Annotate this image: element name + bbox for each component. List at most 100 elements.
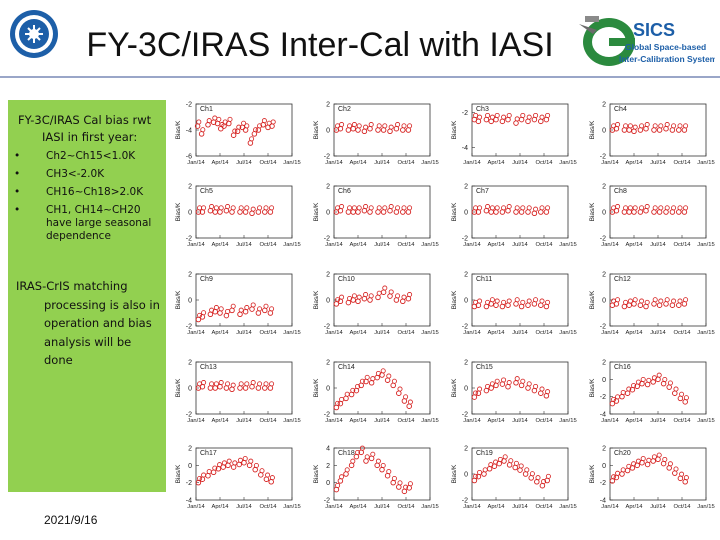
y-tick-label: 2 [188, 272, 192, 279]
data-point [370, 451, 376, 457]
y-tick-label: -4 [462, 145, 468, 152]
data-point [671, 123, 677, 129]
data-point [506, 380, 512, 386]
y-tick-label: -2 [324, 324, 330, 331]
data-point [407, 205, 413, 211]
data-point [477, 469, 483, 475]
panel-title: Ch18 [338, 450, 355, 457]
data-point [664, 205, 670, 211]
data-point [494, 298, 500, 304]
y-tick-label: 0 [602, 210, 606, 217]
bullet-text: Ch2~Ch15<1.0K [46, 150, 136, 162]
x-tick-label: Oct/14 [673, 418, 691, 424]
y-tick-label: -2 [324, 498, 330, 505]
data-point [388, 204, 394, 210]
data-point [545, 205, 551, 211]
y-axis-label: Bias/K [451, 120, 458, 139]
data-point [221, 460, 227, 466]
data-point [213, 381, 219, 387]
y-axis-label: Bias/K [589, 378, 596, 397]
data-point [518, 463, 524, 469]
data-point [339, 122, 345, 128]
panel-frame [609, 185, 707, 239]
data-point [632, 205, 638, 211]
data-point [386, 373, 392, 379]
data-point [368, 293, 374, 299]
data-point [673, 386, 679, 392]
y-tick-label: 2 [602, 360, 606, 367]
y-axis-label: Bias/K [451, 464, 458, 483]
data-point [407, 123, 413, 129]
data-point [526, 205, 532, 211]
x-tick-label: Apr/14 [625, 418, 643, 424]
y-tick-label: -2 [324, 154, 330, 161]
x-tick-label: Jul/14 [650, 504, 666, 510]
x-tick-label: Jan/15 [283, 418, 300, 424]
y-tick-label: 2 [326, 463, 330, 470]
x-tick-label: Jan/14 [601, 504, 619, 510]
panel-title: Ch12 [614, 276, 631, 283]
x-tick-label: Jan/14 [463, 504, 481, 510]
data-point [250, 380, 256, 386]
data-point [535, 475, 541, 481]
y-tick-label: 2 [602, 446, 606, 453]
data-point [679, 391, 685, 397]
y-tick-label: 0 [464, 386, 468, 393]
data-point [639, 205, 645, 211]
data-point [485, 204, 491, 210]
data-point [218, 306, 224, 312]
data-point [506, 204, 512, 210]
data-point [489, 297, 495, 303]
data-point [640, 456, 646, 462]
data-point [514, 376, 520, 382]
x-tick-label: Jul/14 [650, 242, 666, 248]
x-tick-label: Jul/14 [236, 330, 252, 336]
y-tick-label: 0 [464, 210, 468, 217]
panel-title: Ch2 [338, 106, 351, 113]
data-point [376, 123, 382, 129]
gsics-tagline-1: Global Space-based [625, 42, 706, 52]
panel-title: Ch17 [200, 450, 217, 457]
data-point [197, 312, 203, 318]
data-point [376, 205, 382, 211]
data-point [269, 475, 275, 481]
data-point [253, 463, 259, 469]
x-tick-label: Apr/14 [349, 504, 367, 510]
data-point [347, 205, 353, 211]
data-point [615, 297, 621, 303]
x-tick-label: Apr/14 [349, 160, 367, 166]
data-point [250, 302, 256, 308]
data-point [241, 120, 247, 126]
data-point [386, 469, 392, 475]
data-point [230, 382, 236, 388]
x-tick-label: Oct/14 [397, 330, 415, 336]
x-tick-label: Oct/14 [673, 242, 691, 248]
data-point [644, 122, 650, 128]
x-tick-label: Jan/15 [697, 330, 714, 336]
data-point [244, 381, 250, 387]
y-axis-label: Bias/K [589, 290, 596, 309]
data-point [477, 386, 483, 392]
data-point [359, 378, 365, 384]
x-tick-label: Jan/14 [187, 418, 205, 424]
x-tick-label: Jan/14 [325, 160, 343, 166]
x-tick-label: Apr/14 [625, 504, 643, 510]
data-point [226, 458, 232, 464]
x-tick-label: Jul/14 [512, 504, 528, 510]
data-point [611, 396, 617, 402]
data-point [244, 305, 250, 311]
y-tick-label: 2 [326, 102, 330, 109]
y-tick-label: -4 [600, 412, 606, 419]
x-tick-label: Jul/14 [236, 418, 252, 424]
x-tick-label: Jan/15 [559, 160, 576, 166]
data-point [640, 377, 646, 383]
data-point [477, 205, 483, 211]
y-tick-label: -2 [462, 110, 468, 117]
x-tick-label: Oct/14 [397, 418, 415, 424]
data-point [248, 458, 254, 464]
data-point [257, 123, 263, 129]
x-tick-label: Jul/14 [374, 418, 390, 424]
data-point [615, 122, 621, 128]
data-point [533, 297, 539, 303]
x-tick-label: Apr/14 [349, 242, 367, 248]
